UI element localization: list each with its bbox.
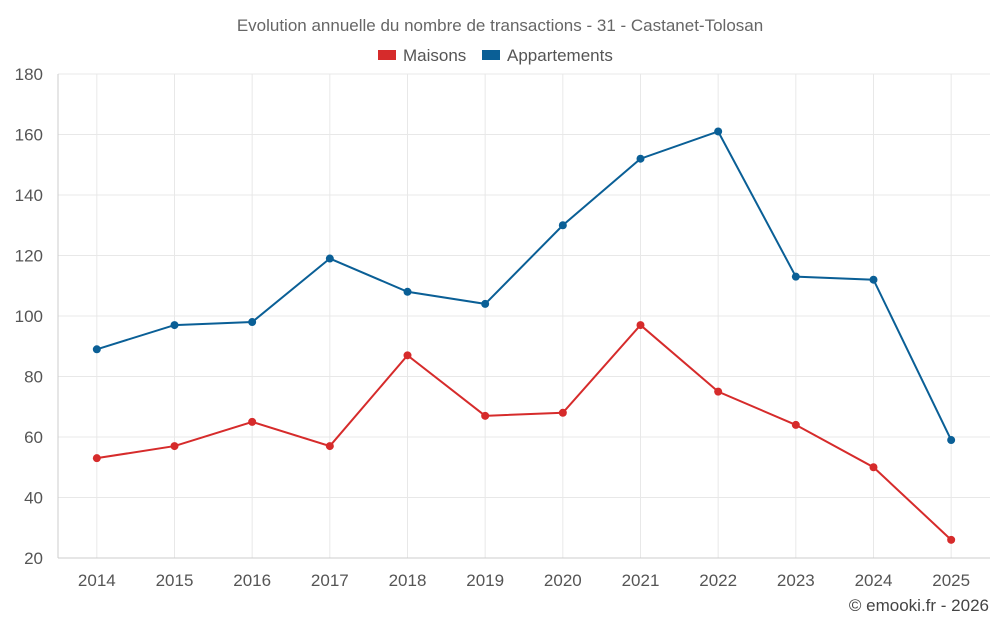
x-tick-label-2019: 2019 xyxy=(466,571,504,590)
data-point-maisons-2024[interactable] xyxy=(869,463,878,472)
series-line-maisons xyxy=(96,323,952,541)
data-point-maisons-2016[interactable] xyxy=(248,417,257,426)
data-point-maisons-2014[interactable] xyxy=(92,454,101,463)
grid xyxy=(58,73,990,558)
x-tick-label-2023: 2023 xyxy=(777,571,815,590)
y-tick-label-100: 100 xyxy=(15,307,43,326)
y-tick-label-60: 60 xyxy=(24,428,43,447)
x-tick-label-2022: 2022 xyxy=(699,571,737,590)
x-tick-label-2015: 2015 xyxy=(156,571,194,590)
y-tick-label-80: 80 xyxy=(24,368,43,387)
data-point-appartements-2021[interactable] xyxy=(636,154,645,163)
legend-label-appartements: Appartements xyxy=(507,46,613,65)
data-point-appartements-2020[interactable] xyxy=(558,221,567,230)
data-point-maisons-2025[interactable] xyxy=(947,535,956,544)
data-point-maisons-2018[interactable] xyxy=(403,351,412,360)
series xyxy=(92,127,956,544)
x-tick-label-2021: 2021 xyxy=(622,571,660,590)
data-point-appartements-2023[interactable] xyxy=(791,272,800,281)
credit-text: © emooki.fr - 2026 xyxy=(849,596,989,615)
data-point-maisons-2023[interactable] xyxy=(791,420,800,429)
x-tick-label-2014: 2014 xyxy=(78,571,116,590)
legend-swatch-appartements xyxy=(482,50,500,60)
y-tick-label-20: 20 xyxy=(24,549,43,568)
data-point-maisons-2017[interactable] xyxy=(325,442,334,451)
data-point-appartements-2017[interactable] xyxy=(325,254,334,263)
y-tick-label-180: 180 xyxy=(15,65,43,84)
x-tick-label-2024: 2024 xyxy=(855,571,893,590)
legend-label-maisons: Maisons xyxy=(403,46,466,65)
data-point-maisons-2021[interactable] xyxy=(636,321,645,330)
x-tick-label-2017: 2017 xyxy=(311,571,349,590)
y-tick-label-140: 140 xyxy=(15,186,43,205)
data-point-appartements-2025[interactable] xyxy=(947,436,956,445)
x-tick-label-2020: 2020 xyxy=(544,571,582,590)
legend: Maisons Appartements xyxy=(378,46,613,65)
data-point-maisons-2015[interactable] xyxy=(170,442,179,451)
axes: 20 40 60 80 100 120 140 160 180 2014 2015 2016 2017 2… xyxy=(15,65,990,590)
data-point-appartements-2019[interactable] xyxy=(481,299,490,308)
legend-swatch-maisons xyxy=(378,50,396,60)
data-point-maisons-2020[interactable] xyxy=(558,408,567,417)
data-point-maisons-2022[interactable] xyxy=(714,387,723,396)
x-tick-label-2018: 2018 xyxy=(389,571,427,590)
data-point-appartements-2014[interactable] xyxy=(92,345,101,354)
data-point-appartements-2015[interactable] xyxy=(170,321,179,330)
data-point-appartements-2022[interactable] xyxy=(714,127,723,136)
x-tick-label-2025: 2025 xyxy=(932,571,970,590)
y-tick-label-40: 40 xyxy=(24,489,43,508)
y-tick-label-160: 160 xyxy=(15,126,43,145)
y-tick-label-120: 120 xyxy=(15,247,43,266)
data-point-appartements-2018[interactable] xyxy=(403,287,412,296)
data-point-appartements-2024[interactable] xyxy=(869,275,878,284)
series-line-appartements xyxy=(96,130,953,441)
chart-title: Evolution annuelle du nombre de transact… xyxy=(237,16,763,35)
data-point-maisons-2019[interactable] xyxy=(481,411,490,420)
x-tick-label-2016: 2016 xyxy=(233,571,271,590)
data-point-appartements-2016[interactable] xyxy=(248,318,257,327)
